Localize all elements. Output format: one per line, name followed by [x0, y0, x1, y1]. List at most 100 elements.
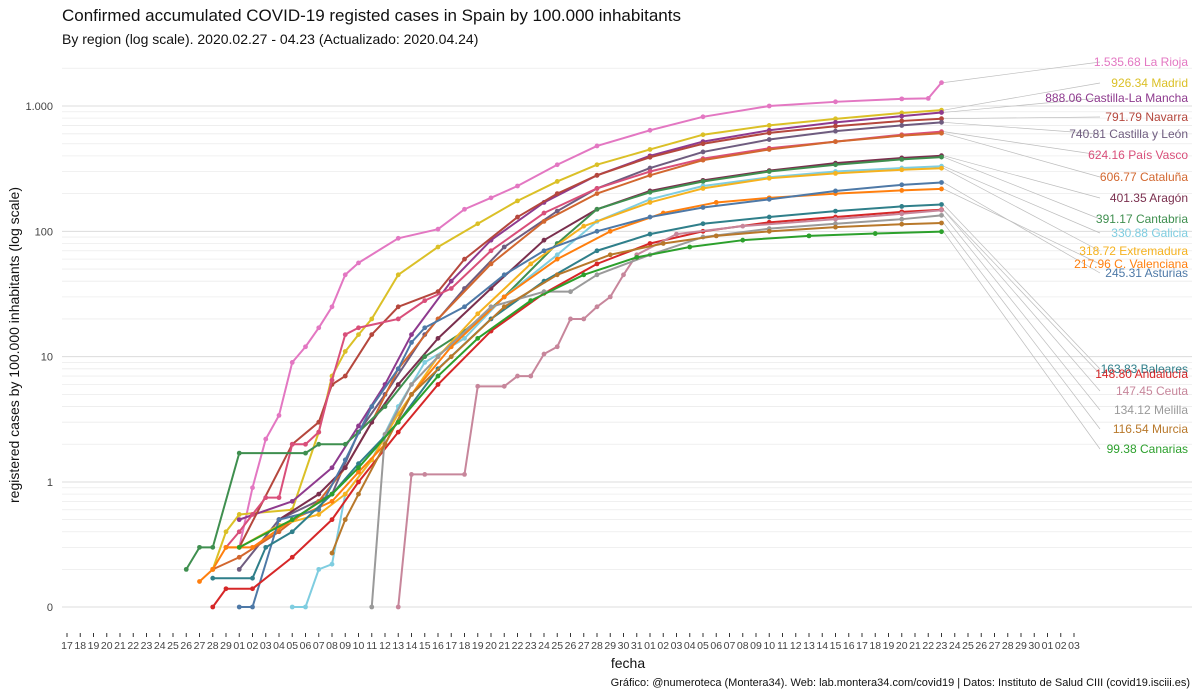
x-tick-label: 16	[843, 640, 855, 652]
data-point	[939, 130, 944, 136]
data-point	[276, 517, 282, 523]
data-point	[899, 113, 905, 119]
data-point	[435, 244, 441, 250]
data-point	[766, 175, 772, 181]
data-point	[356, 423, 361, 429]
series-la-rioja	[236, 80, 944, 550]
data-point	[382, 441, 388, 447]
data-point	[740, 223, 746, 229]
data-point	[806, 233, 812, 239]
data-point	[435, 373, 441, 379]
data-point	[210, 604, 216, 610]
data-point	[422, 471, 428, 477]
data-point	[501, 383, 507, 389]
data-point	[356, 479, 361, 485]
x-tick-label: 15	[830, 640, 842, 652]
data-point	[289, 498, 295, 504]
data-point	[395, 304, 401, 310]
data-point	[581, 272, 587, 278]
data-point	[501, 294, 507, 300]
x-tick-label: 25	[551, 640, 563, 652]
data-point	[899, 167, 905, 173]
data-point	[488, 195, 494, 201]
x-tick-label: 05	[286, 640, 298, 652]
data-point	[369, 404, 375, 409]
data-point	[263, 436, 269, 442]
leader-line	[943, 204, 1101, 370]
data-point	[925, 95, 931, 101]
chart-caption: Gráfico: @numeroteca (Montera34). Web: l…	[610, 677, 1190, 689]
data-point	[342, 373, 348, 379]
leader-line	[943, 209, 1101, 392]
x-tick-label: 21	[114, 640, 126, 652]
data-point	[554, 344, 560, 350]
series-end-label: 888.06 Castilla-La Mancha	[1045, 91, 1188, 105]
x-tick-label: 27	[194, 640, 206, 652]
x-tick-label: 28	[207, 640, 219, 652]
x-tick-label: 22	[512, 640, 524, 652]
x-tick-label: 04	[684, 640, 696, 652]
data-point	[594, 172, 600, 178]
data-point	[700, 149, 706, 155]
series-asturias	[236, 180, 944, 610]
series-pa-s-vasco	[223, 129, 944, 550]
series-line	[185, 156, 942, 570]
data-point	[316, 491, 322, 497]
x-tick-label: 10	[763, 640, 775, 652]
data-point	[409, 382, 414, 387]
series-line	[238, 82, 943, 548]
data-point	[833, 216, 838, 222]
data-point	[342, 332, 348, 337]
y-tick-label: 10	[41, 352, 53, 364]
data-point	[210, 566, 216, 572]
data-point	[833, 116, 838, 122]
data-point	[289, 554, 295, 560]
leader-line	[943, 131, 1101, 156]
series-end-label: 217.96 C. Valenciana	[1074, 257, 1188, 271]
x-tick-label: 26	[180, 640, 192, 652]
data-point	[700, 221, 706, 227]
data-point	[448, 354, 454, 360]
data-point	[501, 244, 507, 250]
x-tick-label: 24	[154, 640, 166, 652]
data-point	[939, 207, 944, 213]
x-tick-label: 24	[538, 640, 550, 652]
data-point	[435, 226, 441, 232]
x-tick-label: 06	[300, 640, 312, 652]
x-tick-label: 25	[962, 640, 974, 652]
data-point	[236, 517, 242, 523]
data-point	[475, 335, 481, 341]
x-tick-label: 02	[1055, 640, 1067, 652]
data-point	[647, 241, 653, 246]
data-point	[250, 604, 255, 610]
data-point	[342, 491, 348, 497]
data-point	[766, 137, 772, 142]
data-point	[647, 200, 653, 205]
data-point	[568, 289, 573, 295]
leader-line	[943, 231, 1101, 450]
x-tick-label: 12	[379, 640, 391, 652]
data-point	[356, 465, 361, 471]
data-point	[236, 512, 242, 517]
x-tick-label: 03	[260, 640, 272, 652]
data-point	[395, 272, 401, 278]
data-point	[766, 196, 772, 202]
data-point	[435, 354, 441, 360]
data-point	[303, 441, 308, 447]
data-point	[899, 156, 905, 162]
x-tick-label: 23	[936, 640, 948, 652]
data-point	[833, 99, 838, 105]
x-axis-ticks: 17 18 19 20 21 22 23 24 25 26 27 28 29 01 02 03 04 05 06 07…	[61, 633, 1080, 652]
y-tick-label: 0	[47, 602, 53, 614]
data-point	[515, 198, 520, 204]
data-point	[939, 110, 944, 115]
data-point	[210, 544, 216, 550]
x-tick-label: 07	[724, 640, 736, 652]
data-point	[766, 214, 772, 220]
data-point	[607, 228, 613, 234]
data-point	[766, 169, 772, 174]
x-tick-label: 02	[657, 640, 669, 652]
data-point	[939, 119, 944, 125]
data-point	[342, 349, 348, 354]
data-point	[422, 325, 428, 331]
